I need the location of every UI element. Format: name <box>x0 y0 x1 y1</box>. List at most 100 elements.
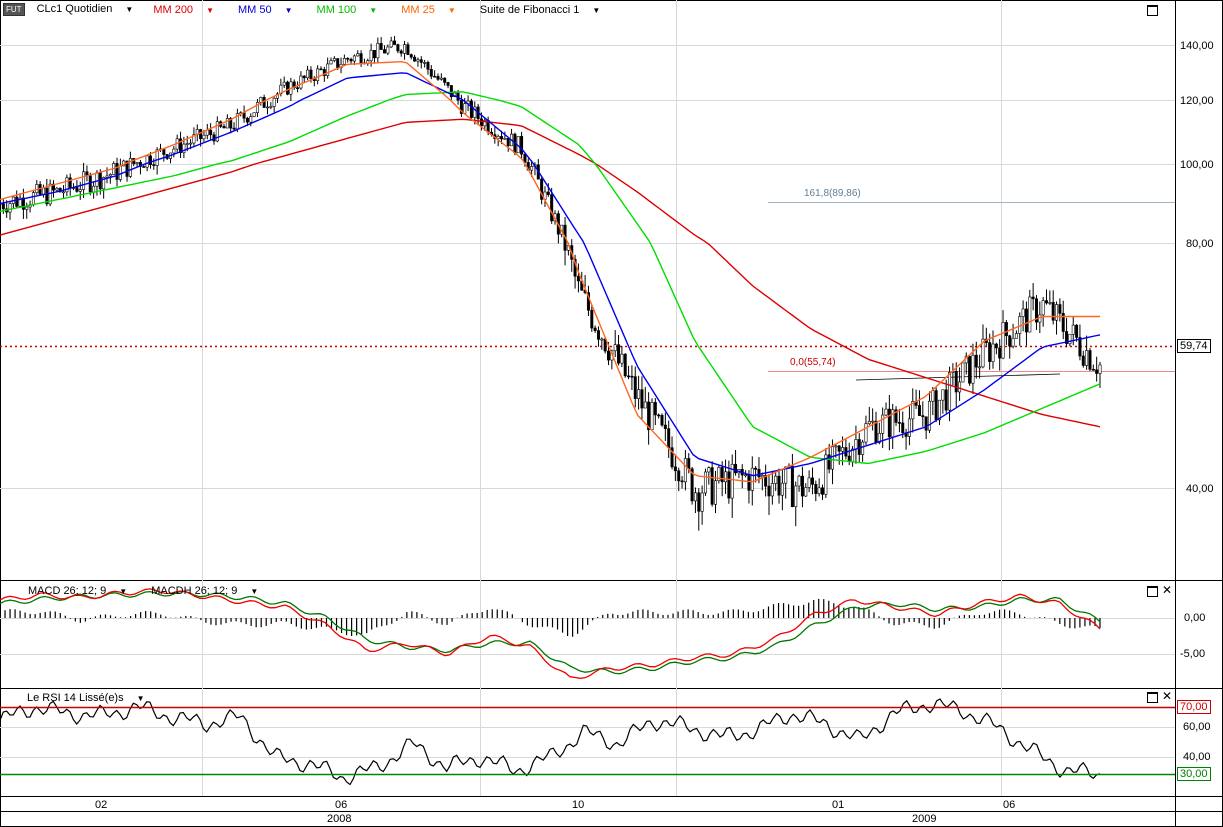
close-icon[interactable]: ✕ <box>1162 583 1173 597</box>
candle <box>319 66 323 71</box>
macd-legend: MACD 26; 12; 9 ▼ MACDH 26; 12; 9 ▼ <box>28 585 282 597</box>
candle <box>316 65 320 85</box>
candle <box>637 375 641 410</box>
candle <box>302 75 306 83</box>
symbol-selector[interactable]: FUT CLc1 Quotidien ▼ <box>3 3 145 16</box>
candle <box>296 81 300 93</box>
candle <box>423 59 427 68</box>
candle <box>774 472 778 492</box>
candle <box>413 54 417 62</box>
candle <box>62 185 66 199</box>
candle <box>252 112 256 118</box>
candle <box>647 392 651 445</box>
candle <box>1058 298 1062 322</box>
candle <box>1091 364 1095 371</box>
legend-ma200[interactable]: MM 200 ▼ <box>153 3 214 16</box>
candle <box>8 200 12 220</box>
candle <box>1095 356 1099 382</box>
candle <box>643 386 647 409</box>
candle <box>469 98 473 121</box>
candle <box>797 474 801 492</box>
candle <box>1034 295 1038 330</box>
candle <box>790 453 794 508</box>
legend-fibonacci[interactable]: Suite de Fibonacci 1 ▼ <box>479 3 601 16</box>
candle <box>342 54 346 65</box>
rsi-axis-label: 60,00 <box>1183 721 1211 733</box>
candle <box>941 389 945 414</box>
candle <box>623 353 627 378</box>
candle <box>794 481 798 527</box>
candle <box>329 57 333 65</box>
legend-macd[interactable]: MACD 26; 12; 9 ▼ <box>28 585 128 597</box>
legend-rsi[interactable]: Le RSI 14 Lissé(e)s ▼ <box>27 692 145 704</box>
candle <box>717 464 721 484</box>
maximize-icon[interactable] <box>1147 5 1158 16</box>
time-axis-month: 02 <box>95 799 108 811</box>
ma100-line <box>0 91 1101 465</box>
close-icon[interactable]: ✕ <box>1162 689 1173 703</box>
candle <box>810 467 814 495</box>
candle <box>1075 324 1079 342</box>
candle <box>884 402 888 417</box>
price-axis-label: 120,00 <box>1180 95 1214 107</box>
candle <box>1055 301 1059 335</box>
candle <box>764 464 768 497</box>
chevron-down-icon: ▼ <box>369 5 378 15</box>
legend-ma50[interactable]: MM 50 ▼ <box>237 3 293 16</box>
candle <box>817 478 821 497</box>
candle <box>1001 310 1005 360</box>
candle <box>232 122 236 132</box>
legend-macdh[interactable]: MACDH 26; 12; 9 ▼ <box>151 585 259 597</box>
time-axis-year: 2009 <box>912 813 937 825</box>
candle <box>627 365 631 380</box>
time-axis-month: 10 <box>572 799 585 811</box>
candle <box>172 146 176 158</box>
candle <box>754 466 758 483</box>
candle <box>88 172 92 196</box>
candle <box>820 484 824 500</box>
last-price-tag: 59,74 <box>1177 339 1211 353</box>
candle <box>824 448 828 498</box>
candle <box>814 480 818 502</box>
candle <box>897 408 901 433</box>
candle <box>1048 290 1052 306</box>
candle <box>1004 320 1008 345</box>
candle <box>376 37 380 63</box>
rsi-line <box>0 698 1101 786</box>
candle <box>18 193 22 209</box>
candle <box>944 379 948 414</box>
candle <box>673 454 677 481</box>
candle <box>968 355 972 386</box>
candle <box>346 57 350 63</box>
chevron-down-icon: ▼ <box>119 587 128 596</box>
candle <box>356 50 360 57</box>
candle <box>730 454 734 518</box>
candle <box>1085 335 1089 370</box>
macd-axis-label: 0,00 <box>1184 612 1206 624</box>
legend-ma100[interactable]: MM 100 ▼ <box>316 3 378 16</box>
maximize-icon[interactable] <box>1147 692 1158 703</box>
candle <box>958 367 962 401</box>
candle <box>439 73 443 81</box>
candle <box>677 467 681 492</box>
candle <box>128 151 132 178</box>
candle <box>269 102 273 110</box>
candle <box>593 325 597 333</box>
candle <box>663 412 667 441</box>
candle <box>938 399 942 426</box>
candle <box>596 326 600 347</box>
candle <box>393 36 397 45</box>
candle <box>403 40 407 60</box>
candle <box>827 443 831 474</box>
legend-ma25[interactable]: MM 25 ▼ <box>401 3 456 16</box>
price-axis-label: 40,00 <box>1186 483 1214 495</box>
chevron-down-icon: ▼ <box>250 587 259 596</box>
maximize-icon[interactable] <box>1147 586 1158 597</box>
candle <box>871 408 875 431</box>
rsi-lower-tag: 30,00 <box>1177 767 1211 781</box>
candle <box>998 339 1002 371</box>
candle <box>382 45 386 54</box>
fib-label-lower: 0,0(55,74) <box>790 357 836 368</box>
fut-badge: FUT <box>3 3 25 16</box>
candle <box>613 330 617 357</box>
